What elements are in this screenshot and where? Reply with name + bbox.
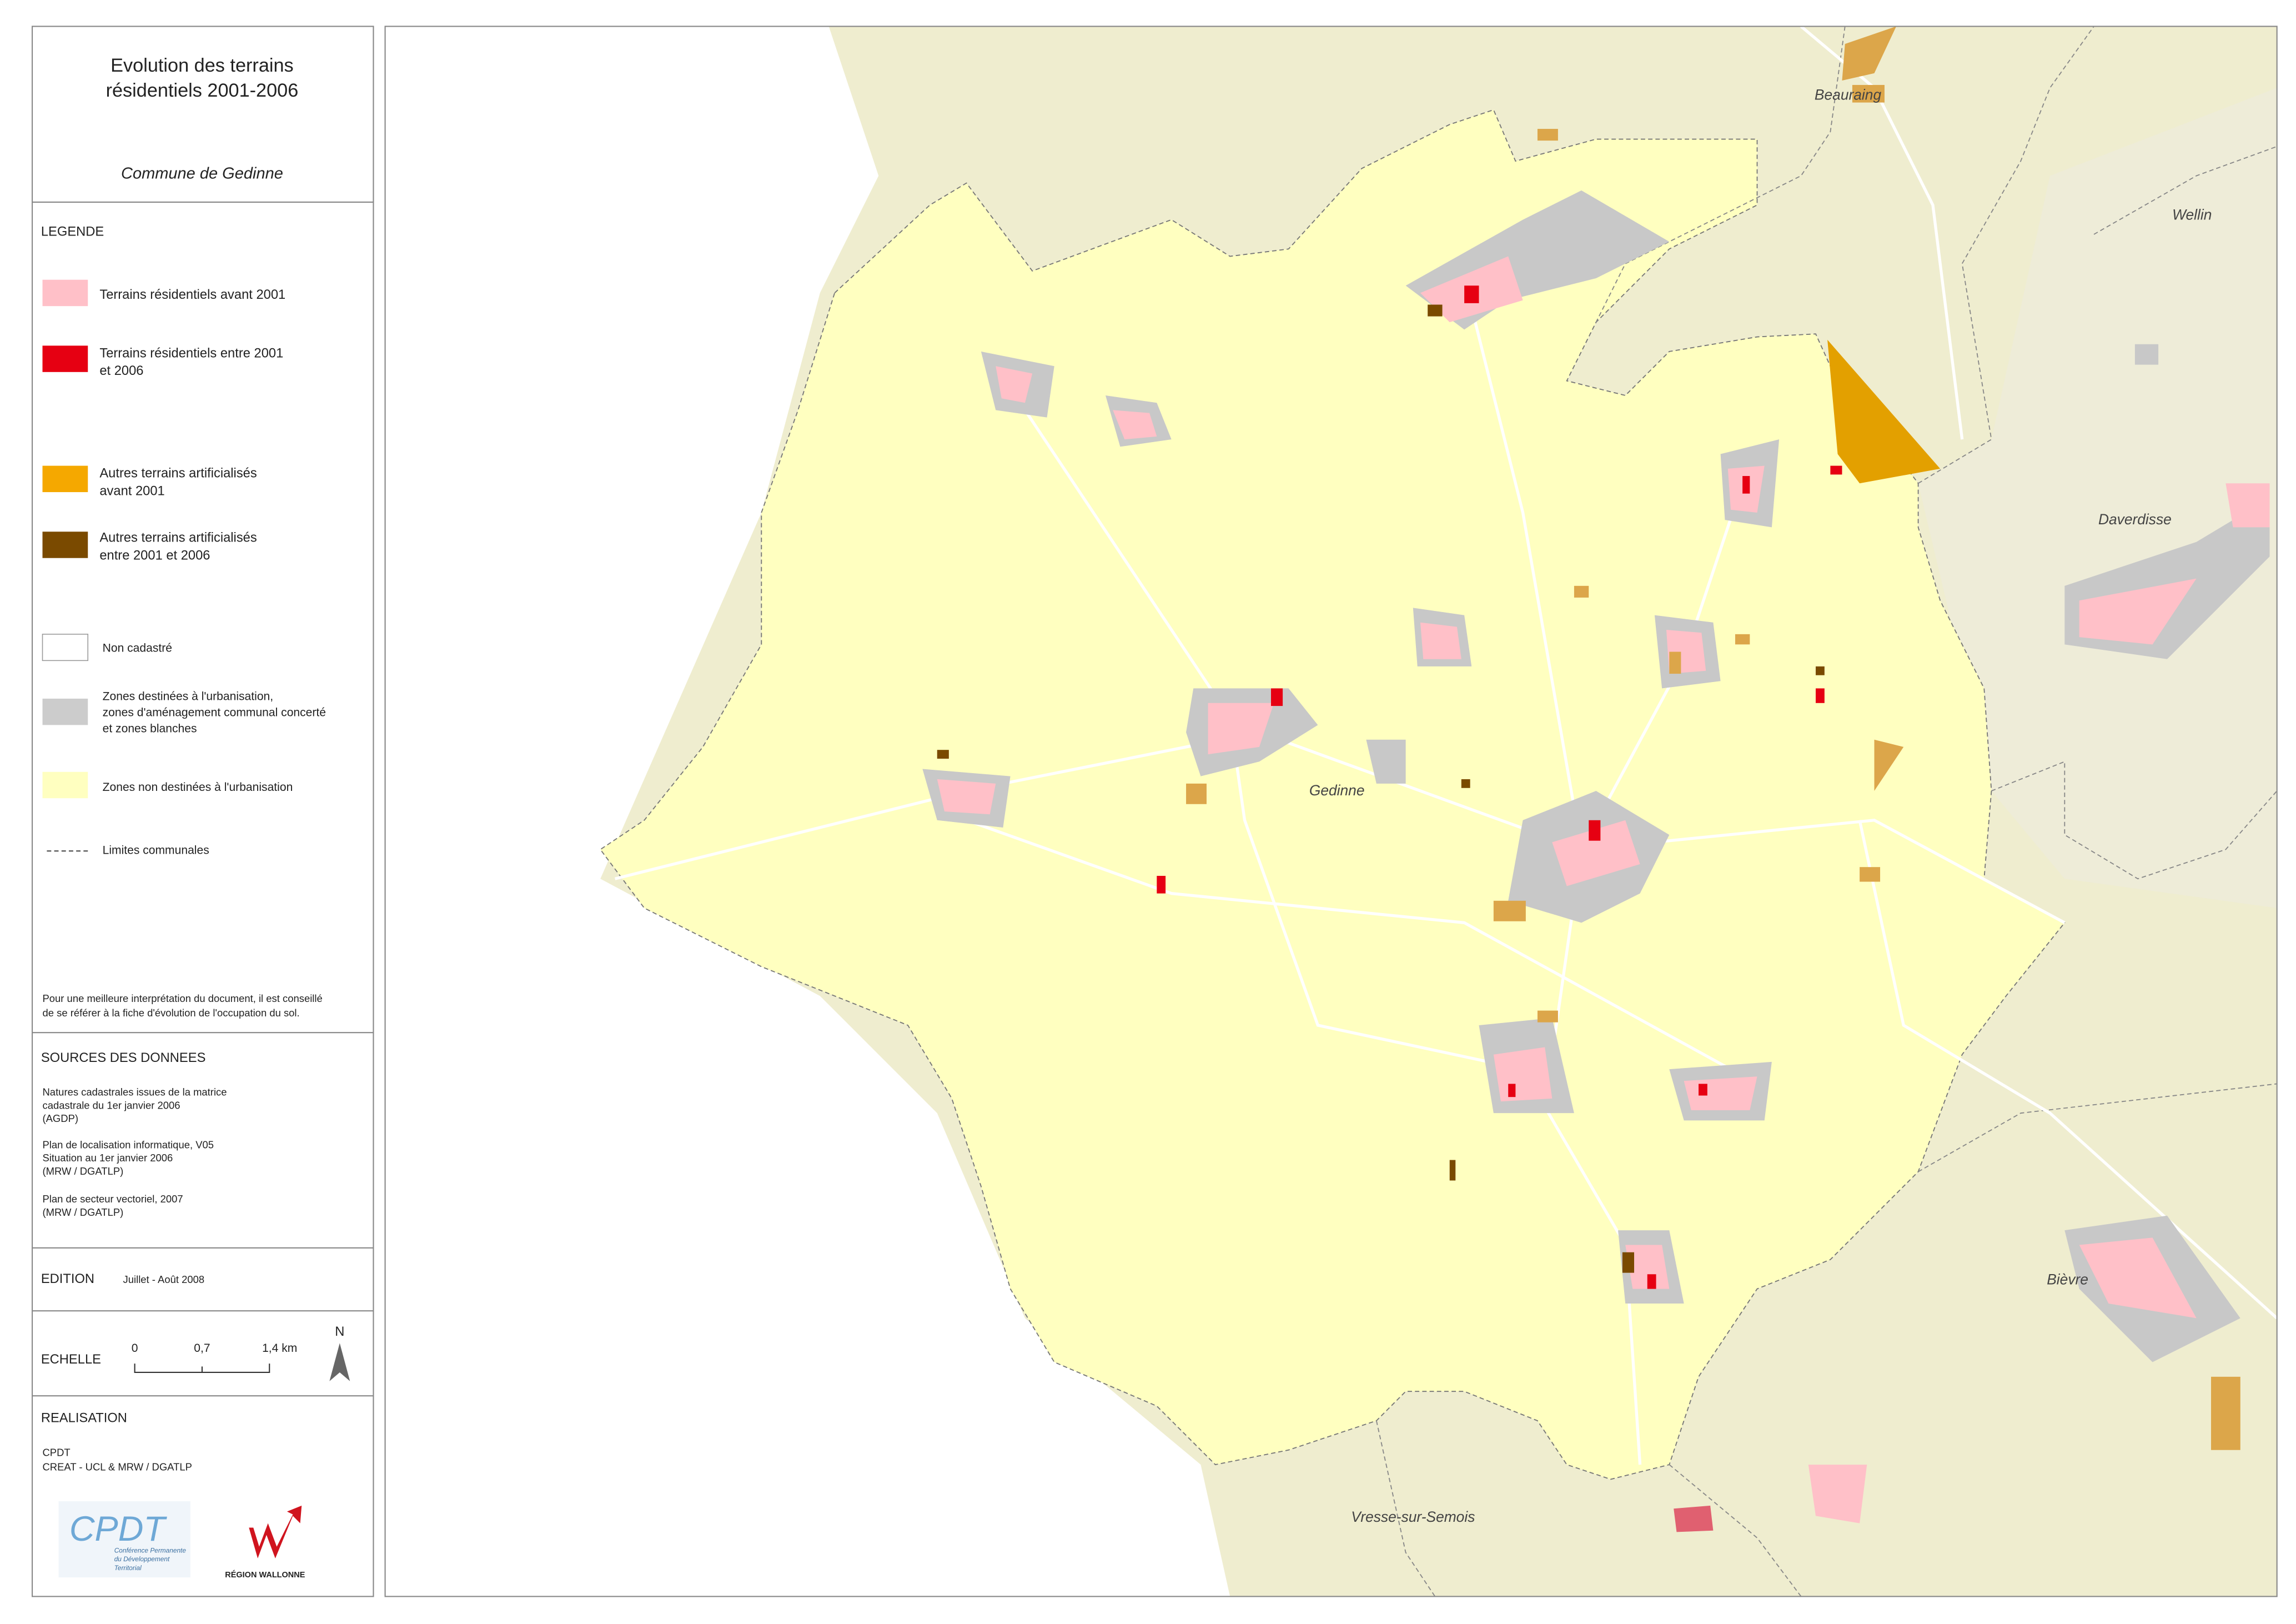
source-line: (AGDP) xyxy=(43,1112,79,1124)
legend-heading: LEGENDE xyxy=(41,225,104,239)
legend-label: et 2006 xyxy=(99,364,143,378)
legend-swatch xyxy=(42,465,88,493)
logo-cpdt-text: du Développement xyxy=(114,1555,170,1563)
source-line: Situation au 1er janvier 2006 xyxy=(43,1152,173,1164)
legend-swatch xyxy=(42,771,88,799)
subtitle: Commune de Gedinne xyxy=(121,165,283,183)
scale-label: 1,4 km xyxy=(262,1342,297,1355)
edition-heading: EDITION xyxy=(41,1272,94,1286)
legend-label: Autres terrains artificialisés xyxy=(99,467,257,481)
source-line: cadastrale du 1er janvier 2006 xyxy=(43,1099,180,1111)
north-label: N xyxy=(335,1325,344,1339)
legend-swatch xyxy=(42,279,88,307)
north-arrow xyxy=(329,1343,350,1381)
legend-swatch xyxy=(42,698,88,725)
logo-cpdt: CPDT xyxy=(69,1510,168,1548)
legend-swatch xyxy=(42,532,88,558)
legend-label: Zones non destinées à l'urbanisation xyxy=(103,781,293,794)
place-label: Bièvre xyxy=(2047,1271,2088,1288)
legend-label: et zones blanches xyxy=(103,723,197,735)
edition-value: Juillet - Août 2008 xyxy=(123,1274,205,1285)
logo-rw xyxy=(249,1505,302,1558)
note: Pour une meilleure interprétation du doc… xyxy=(43,993,323,1004)
legend-label: Terrains résidentiels avant 2001 xyxy=(99,288,285,302)
place-label: Gedinne xyxy=(1309,782,1365,799)
legend-label: Zones destinées à l'urbanisation, xyxy=(103,690,274,703)
legend-label: Non cadastré xyxy=(103,642,172,655)
scale-heading: ECHELLE xyxy=(41,1352,101,1367)
legend-swatch xyxy=(42,634,89,661)
scale-label: 0,7 xyxy=(194,1342,210,1355)
logo-cpdt-bg xyxy=(58,1501,190,1578)
scale-label: 0 xyxy=(132,1342,138,1355)
source-line: Plan de localisation informatique, V05 xyxy=(43,1139,214,1150)
legend-label: Autres terrains artificialisés xyxy=(99,531,257,545)
legend-label: zones d'aménagement communal concerté xyxy=(103,706,326,719)
legend-label: avant 2001 xyxy=(99,484,164,498)
legend-swatch xyxy=(42,345,88,372)
place-label: Vresse-sur-Semois xyxy=(1351,1508,1475,1525)
source-line: Plan de secteur vectoriel, 2007 xyxy=(43,1193,183,1205)
place-label: Wellin xyxy=(2172,207,2212,223)
title: Evolution des terrains xyxy=(110,55,294,76)
realisation-line: CREAT - UCL & MRW / DGATLP xyxy=(43,1461,192,1473)
source-line: Natures cadastrales issues de la matrice xyxy=(43,1086,227,1098)
logo-cpdt-text: Territorial xyxy=(114,1564,142,1572)
place-label: Beauraing xyxy=(1815,86,1882,103)
map-frame xyxy=(384,26,2278,1597)
map: Beauraing Wellin Daverdisse Gedinne Bièv… xyxy=(385,26,2277,1597)
legend-label: entre 2001 et 2006 xyxy=(99,548,210,563)
realisation-heading: REALISATION xyxy=(41,1411,127,1426)
logo-cpdt-text: Conférence Permanente xyxy=(114,1546,187,1554)
place-label: Daverdisse xyxy=(2098,511,2172,528)
realisation-line: CPDT xyxy=(43,1446,71,1458)
side-panel xyxy=(31,26,374,1597)
note: de se référer à la fiche d'évolution de … xyxy=(43,1007,300,1019)
legend-label: Limites communales xyxy=(103,844,209,856)
logo-rw-text: RÉGION WALLONNE xyxy=(225,1570,305,1580)
scale-bar xyxy=(134,1364,270,1374)
title: résidentiels 2001-2006 xyxy=(106,80,299,101)
source-line: (MRW / DGATLP) xyxy=(43,1165,124,1177)
sources-heading: SOURCES DES DONNEES xyxy=(41,1051,206,1065)
source-line: (MRW / DGATLP) xyxy=(43,1206,124,1218)
legend-label: Terrains résidentiels entre 2001 xyxy=(99,346,283,360)
